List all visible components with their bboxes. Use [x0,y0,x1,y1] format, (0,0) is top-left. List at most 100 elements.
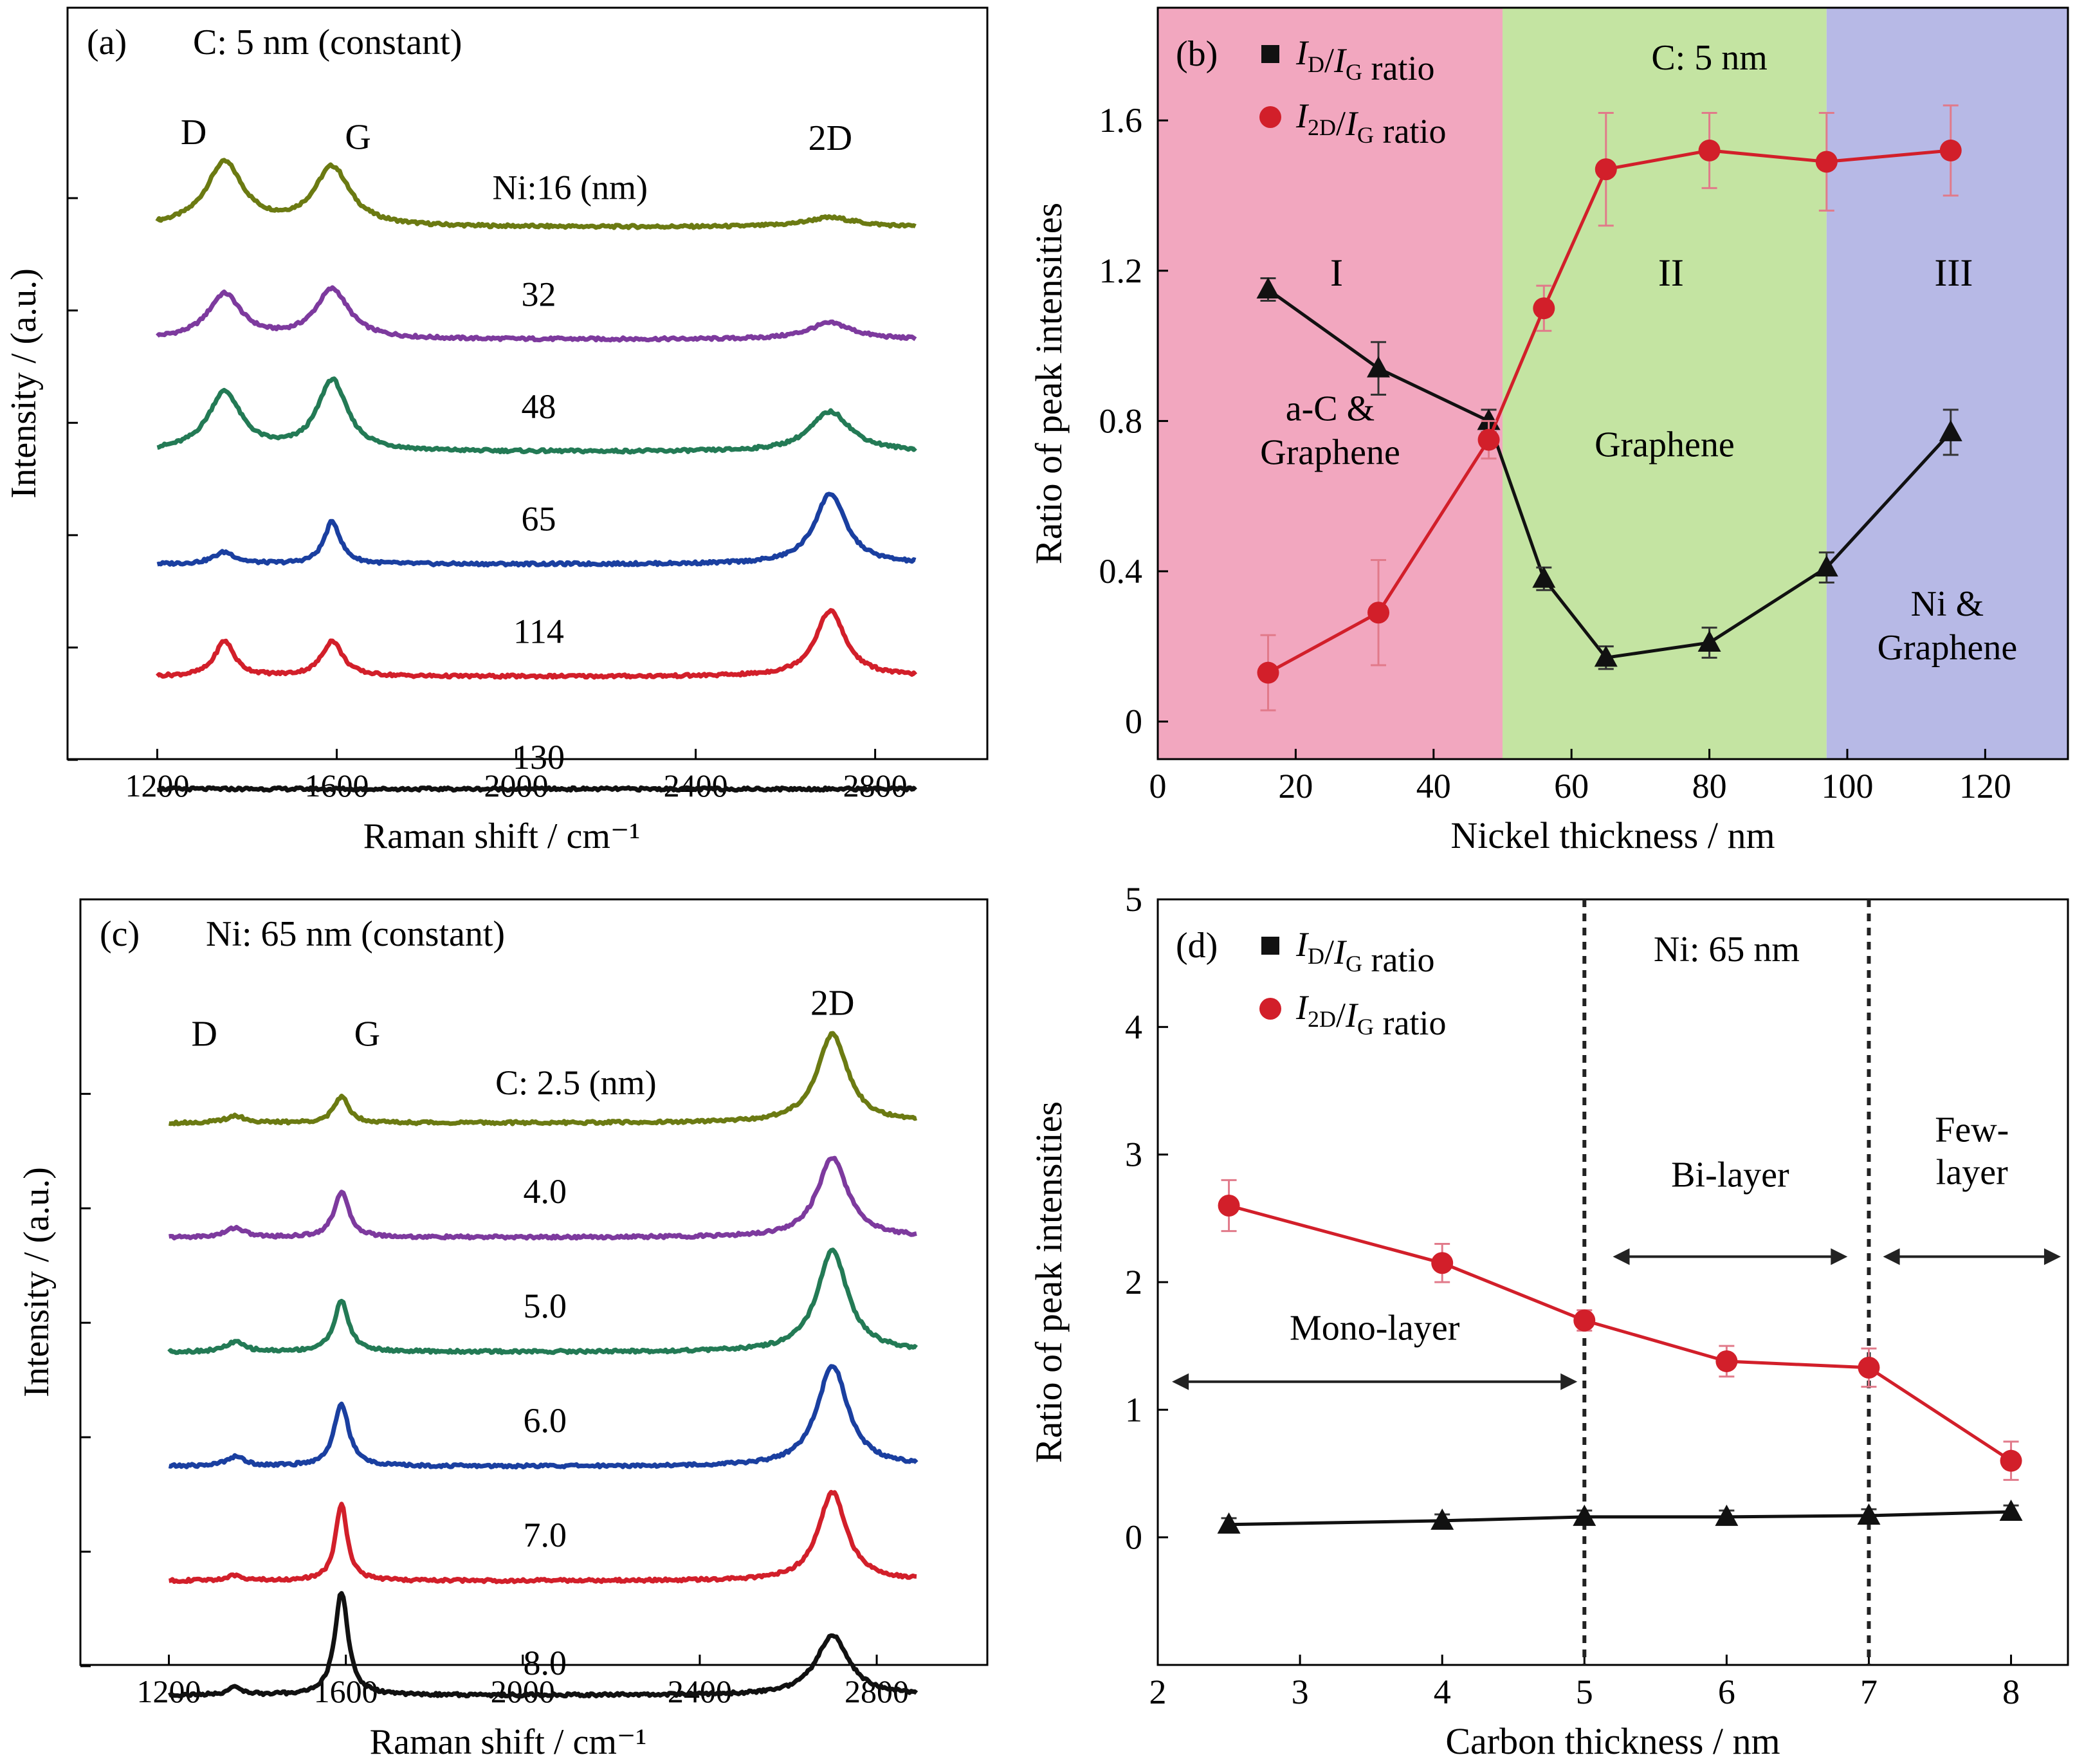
x-tick-label: 3 [1292,1673,1309,1711]
y-tick-label: 4 [1125,1007,1142,1046]
y-tick-label: 1.6 [1099,101,1143,140]
panel-d: 2 3 4 5 6 7 8 0 1 2 3 4 5 Mono-layer Bi-layer Few-layer… [1028,880,2069,1762]
series-line [1229,1510,2011,1527]
plot-frame [1156,6,2069,760]
data-point [1573,1309,1596,1332]
x-tick-label: 8 [2002,1673,2020,1711]
panel-letter: (a) [87,23,127,62]
plot-frame [66,6,989,760]
x-tick-label: 7 [1860,1673,1878,1711]
panel-a: 1200 1600 2000 2400 2800 Ni:16 (nm) 32 48 65 114 1… [4,6,989,856]
trace-label: 5.0 [523,1287,567,1325]
x-tick-label: 6 [1718,1673,1735,1711]
y-tick-label: 0 [1125,1518,1142,1557]
data-point [1431,1508,1454,1530]
spectrum-line [168,1364,919,1470]
legend-marker [1261,45,1279,63]
range-arrow-head [1883,1248,1900,1265]
y-tick-label: 0 [1125,703,1142,741]
range-arrow-head [1613,1248,1630,1265]
trace-label: 65 [521,500,556,538]
y-tick-label: 2 [1125,1263,1142,1301]
peak-label: G [345,118,370,158]
trace-label: 130 [513,738,565,776]
y-axis-label: Ratio of peak intensities [1028,1101,1070,1463]
x-axis-label: Raman shift / cm⁻¹ [370,1722,647,1762]
x-axis-label: Raman shift / cm⁻¹ [363,816,641,856]
y-tick-label: 0.8 [1099,401,1143,440]
data-point [1431,1252,1454,1274]
region-band [1502,8,1827,759]
y-axis-label: Intensity / (a.u.) [17,1167,57,1397]
panel-subtitle: Ni: 65 nm (constant) [206,914,505,954]
trace-label: Ni:16 (nm) [493,169,648,207]
data-point [1715,1504,1739,1526]
region-numeral: I [1330,252,1343,294]
data-point [1573,1504,1596,1526]
x-tick-label: 1200 [125,767,190,804]
data-point [1939,139,1962,161]
data-point [1218,1195,1240,1217]
region-numeral: II [1658,252,1684,294]
series-line [1267,149,1952,674]
region-numeral: III [1934,252,1973,294]
x-tick-label: 2000 [484,767,549,804]
series-line [1228,1204,2012,1462]
data-point [1532,566,1556,588]
trace-label: 114 [513,612,564,650]
peak-label: 2D [809,118,852,158]
data-point [1217,1512,1241,1534]
spectrum-line [167,1247,919,1355]
data-point [1533,297,1555,320]
y-tick-label: 5 [1125,880,1142,919]
series-line [1267,288,1952,659]
data-point [1999,1500,2023,1521]
peak-label: G [354,1015,380,1054]
trace-label: 48 [521,387,556,426]
range-label: Few- [1935,1110,2009,1150]
region-label: Graphene [1878,628,2018,668]
trace-label: 32 [521,275,556,313]
x-tick-label: 100 [1821,767,1873,805]
trace-label: 4.0 [523,1172,567,1211]
y-axis-label: Ratio of peak intensities [1028,203,1070,564]
x-tick-label: 4 [1434,1673,1451,1711]
range-arrow-head [2043,1248,2061,1265]
spectrum-line [155,158,917,230]
legend-label: I2D/IG ratio [1295,988,1446,1042]
trace-label: 6.0 [523,1401,567,1440]
spectrum-line [156,376,917,455]
region-label: Graphene [1260,432,1400,472]
trace-label: 8.0 [523,1644,567,1682]
region-band [1826,8,2068,759]
spectrum-line [168,1155,917,1241]
spectrum-line [168,1591,919,1699]
data-point [1367,602,1390,624]
panel-annotation: C: 5 nm [1651,38,1767,78]
region-label: Graphene [1595,425,1735,464]
x-tick-label: 40 [1416,767,1451,805]
y-tick-label: 1 [1125,1390,1142,1429]
data-point [1857,1503,1881,1525]
range-label: layer [1936,1152,2008,1192]
data-point [1477,428,1500,451]
x-tick-label: 1200 [137,1673,201,1709]
data-point [1814,555,1838,577]
data-point [1594,645,1618,667]
x-tick-label: 2000 [491,1673,555,1709]
spectrum-line [156,608,918,680]
trace-label: 7.0 [523,1516,567,1554]
x-axis-label: Carbon thickness / nm [1445,1720,1780,1762]
x-tick-label: 1600 [305,767,369,804]
peak-label: 2D [810,983,854,1023]
data-point [1858,1356,1880,1379]
spectrum-line [168,1489,917,1585]
x-tick-label: 5 [1576,1673,1593,1711]
spectrum-line [156,492,917,568]
region-band [1158,8,1503,759]
legend-marker [1261,937,1279,955]
data-point [1939,419,1962,441]
range-arrow-head [1831,1248,1848,1265]
